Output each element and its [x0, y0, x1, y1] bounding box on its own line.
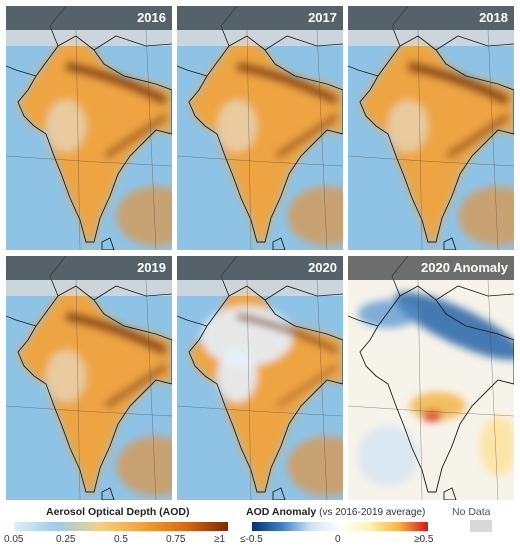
legend: Aerosol Optical Depth (AOD) 0.05 0.25 0.… — [0, 500, 520, 550]
aod-tick: 0.05 — [4, 534, 24, 545]
aod-tick: ≥1 — [214, 534, 226, 545]
map-panel-2016: 2016 — [6, 6, 172, 250]
map-panel-2020-anomaly: 2020 Anomaly — [348, 256, 514, 500]
panel-title: 2020 Anomaly — [421, 260, 508, 275]
aod-color-bar — [14, 522, 228, 531]
anomaly-subtitle: (vs 2016-2019 average) — [319, 507, 426, 518]
anomaly-tick: 0 — [335, 534, 341, 545]
nodata-swatch — [470, 520, 492, 532]
aod-legend-title: Aerosol Optical Depth (AOD) — [46, 506, 190, 518]
panel-title: 2017 — [308, 10, 337, 25]
panel-header: 2020 Anomaly — [348, 256, 514, 280]
panel-header: 2019 — [6, 256, 172, 280]
map-panel-2020: 2020 — [177, 256, 343, 500]
panel-header: 2018 — [348, 6, 514, 30]
panel-header: 2017 — [177, 6, 343, 30]
anomaly-tick: ≥0.5 — [414, 534, 434, 545]
aod-tick: 0.25 — [56, 534, 76, 545]
panel-header: 2016 — [6, 6, 172, 30]
map-image — [177, 6, 343, 250]
anomaly-legend-title: AOD Anomaly (vs 2016-2019 average) — [246, 506, 425, 518]
map-image — [6, 6, 172, 250]
anomaly-title: AOD Anomaly — [246, 506, 317, 518]
map-grid: 2016 2017 2018 2019 2020 2020 Anomaly — [6, 6, 514, 500]
map-panel-2019: 2019 — [6, 256, 172, 500]
map-image — [348, 256, 514, 500]
panel-title: 2018 — [479, 10, 508, 25]
map-panel-2017: 2017 — [177, 6, 343, 250]
map-panel-2018: 2018 — [348, 6, 514, 250]
nodata-label: No Data — [452, 506, 491, 518]
panel-title: 2019 — [137, 260, 166, 275]
map-image — [177, 256, 343, 500]
panel-header: 2020 — [177, 256, 343, 280]
anomaly-tick: ≤-0.5 — [240, 534, 263, 545]
panel-title: 2020 — [308, 260, 337, 275]
anomaly-color-bar — [252, 522, 428, 531]
aod-tick: 0.5 — [114, 534, 128, 545]
map-image — [6, 256, 172, 500]
panel-title: 2016 — [137, 10, 166, 25]
aod-tick: 0.75 — [166, 534, 186, 545]
map-image — [348, 6, 514, 250]
